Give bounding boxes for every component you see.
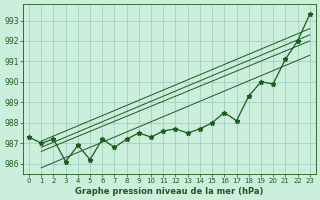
X-axis label: Graphe pression niveau de la mer (hPa): Graphe pression niveau de la mer (hPa) <box>75 187 264 196</box>
